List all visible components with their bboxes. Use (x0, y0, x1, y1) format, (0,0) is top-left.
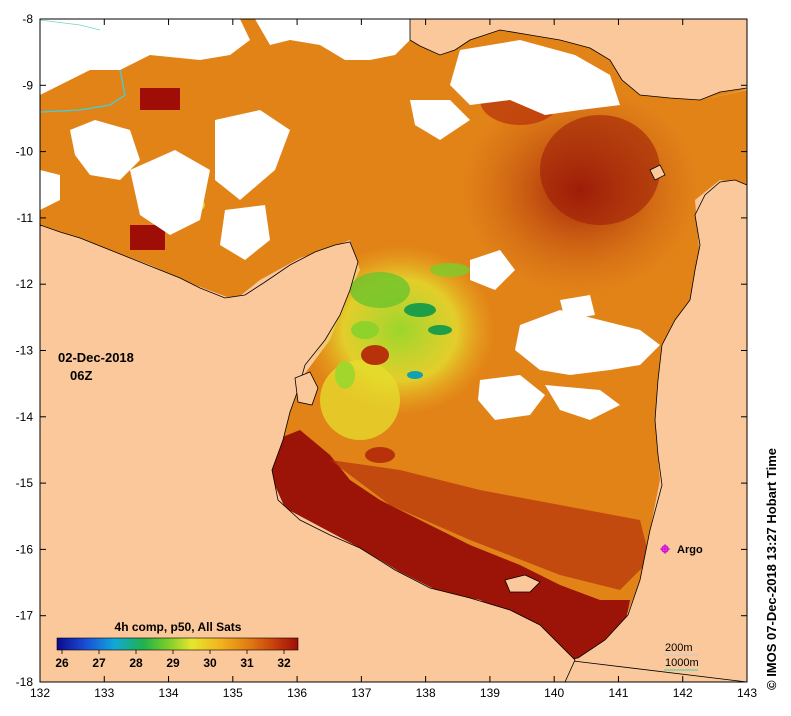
y-tick-label: -11 (17, 211, 34, 225)
y-tick-label: -17 (16, 609, 34, 623)
y-tick-label: -14 (16, 410, 34, 424)
x-axis-ticks: 132 133 134 135 136 137 138 139 140 141 142 143 (30, 19, 757, 700)
date-label: 02-Dec-2018 (58, 350, 134, 365)
y-tick-label: -18 (16, 675, 34, 689)
x-tick-label: 133 (94, 686, 114, 700)
colorbar-title: 4h comp, p50, All Sats (115, 620, 242, 634)
y-axis-ticks: -8 -9 -10 -11 -12 -13 -14 -15 -16 -17 -18 (16, 12, 747, 689)
y-tick-label: -10 (16, 145, 34, 159)
y-tick-label: -13 (16, 344, 34, 358)
x-tick-label: 140 (544, 686, 564, 700)
colorbar-tick-label: 29 (166, 656, 180, 670)
warm-south-gulf (268, 430, 630, 660)
colorbar-tick-label: 30 (203, 656, 217, 670)
y-tick-label: -9 (22, 78, 33, 92)
x-tick-label: 132 (30, 686, 50, 700)
colorbar-tick-label: 28 (129, 656, 143, 670)
colorbar-tick-label: 31 (240, 656, 254, 670)
x-tick-label: 141 (608, 686, 628, 700)
colorbar: 4h comp, p50, All Sats 26 27 28 29 30 31 32 (55, 620, 299, 670)
contour-200m-label: 200m (665, 642, 693, 654)
cloud-mask (40, 19, 660, 420)
contour-legend: 200m 1000m (664, 642, 699, 671)
y-tick-label: -8 (22, 12, 33, 26)
y-tick-label: -12 (16, 277, 34, 291)
colorbar-tick-label: 27 (92, 656, 106, 670)
x-tick-label: 135 (223, 686, 243, 700)
contour-200m (40, 19, 101, 31)
colorbar-tick-label: 32 (277, 656, 291, 670)
colorbar-tick-label: 26 (55, 656, 69, 670)
x-tick-label: 138 (416, 686, 436, 700)
land (40, 19, 747, 682)
x-tick-label: 134 (159, 686, 179, 700)
x-tick-label: 137 (351, 686, 371, 700)
credit-text: © IMOS 07-Dec-2018 13:27 Hobart Time (764, 448, 779, 690)
x-tick-label: 142 (673, 686, 693, 700)
contour-1000m-label: 1000m (665, 657, 699, 669)
y-tick-label: -16 (16, 542, 34, 556)
time-label: 06Z (70, 368, 92, 383)
argo-label: Argo (677, 544, 703, 556)
x-tick-label: 143 (737, 686, 757, 700)
river-line (40, 69, 126, 113)
x-tick-label: 136 (287, 686, 307, 700)
colorbar-gradient (56, 637, 299, 651)
x-tick-label: 139 (480, 686, 500, 700)
y-tick-label: -15 (16, 476, 34, 490)
argo-marker[interactable]: Argo (660, 544, 703, 556)
